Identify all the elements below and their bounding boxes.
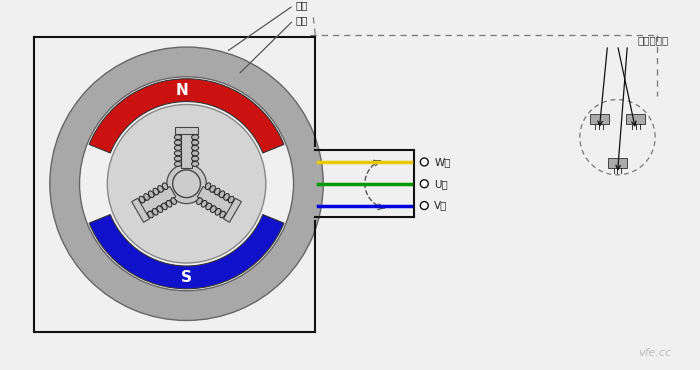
Ellipse shape <box>192 151 199 156</box>
Ellipse shape <box>192 140 199 145</box>
Ellipse shape <box>153 209 158 215</box>
Ellipse shape <box>174 161 181 166</box>
Polygon shape <box>181 133 192 168</box>
Ellipse shape <box>139 196 145 203</box>
Ellipse shape <box>192 135 199 139</box>
Ellipse shape <box>220 211 225 218</box>
Text: S: S <box>181 270 192 285</box>
Ellipse shape <box>215 209 220 215</box>
Ellipse shape <box>192 161 199 166</box>
Polygon shape <box>223 198 242 222</box>
Ellipse shape <box>148 211 153 218</box>
Circle shape <box>420 202 428 209</box>
FancyBboxPatch shape <box>608 158 627 168</box>
Ellipse shape <box>174 151 181 156</box>
Ellipse shape <box>174 135 181 139</box>
Text: 转子: 转子 <box>295 0 308 10</box>
Circle shape <box>173 170 200 198</box>
Ellipse shape <box>192 156 199 161</box>
Ellipse shape <box>174 140 181 145</box>
Ellipse shape <box>162 183 168 189</box>
Text: 定子: 定子 <box>295 15 308 25</box>
Ellipse shape <box>228 196 234 203</box>
Ellipse shape <box>162 203 167 210</box>
Ellipse shape <box>211 206 216 212</box>
Wedge shape <box>89 215 284 289</box>
Ellipse shape <box>144 194 149 200</box>
Ellipse shape <box>219 191 225 198</box>
Circle shape <box>107 104 266 263</box>
Ellipse shape <box>153 188 159 195</box>
Ellipse shape <box>224 194 230 200</box>
Text: V相: V相 <box>434 201 447 211</box>
Ellipse shape <box>210 185 216 192</box>
FancyBboxPatch shape <box>590 114 609 124</box>
Text: 位置传感器: 位置传感器 <box>637 35 668 45</box>
Polygon shape <box>132 198 150 222</box>
Ellipse shape <box>158 185 163 192</box>
Ellipse shape <box>174 156 181 161</box>
Circle shape <box>420 180 428 188</box>
Ellipse shape <box>174 145 181 150</box>
Text: U相: U相 <box>434 179 448 189</box>
Ellipse shape <box>214 188 220 195</box>
Ellipse shape <box>197 198 202 205</box>
Ellipse shape <box>206 203 211 210</box>
Polygon shape <box>140 186 176 214</box>
Ellipse shape <box>205 183 211 189</box>
Ellipse shape <box>148 191 154 198</box>
Circle shape <box>420 158 428 166</box>
Text: W相: W相 <box>434 157 451 167</box>
Ellipse shape <box>192 145 199 150</box>
Ellipse shape <box>167 201 172 207</box>
FancyBboxPatch shape <box>626 114 645 124</box>
Polygon shape <box>197 186 233 214</box>
Text: N: N <box>175 83 188 98</box>
Wedge shape <box>89 79 284 153</box>
Ellipse shape <box>157 206 162 212</box>
Polygon shape <box>175 127 198 134</box>
Text: vfe.cc: vfe.cc <box>638 348 672 358</box>
Ellipse shape <box>171 198 176 205</box>
Ellipse shape <box>202 201 206 207</box>
Circle shape <box>167 164 206 204</box>
